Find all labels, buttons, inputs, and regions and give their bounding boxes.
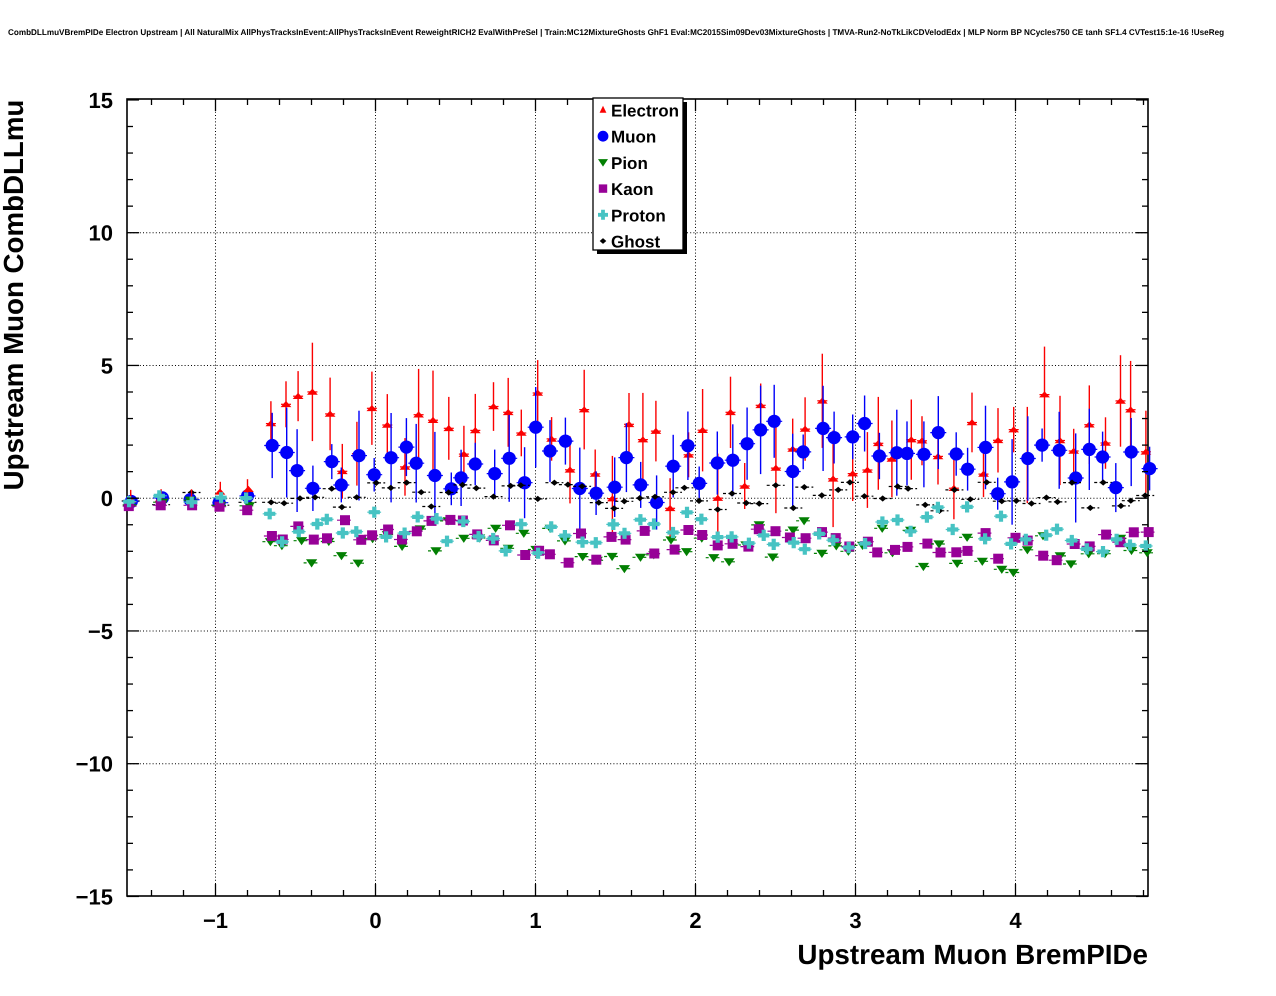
svg-text:1: 1 <box>529 908 541 933</box>
svg-text:−1: −1 <box>203 908 228 933</box>
svg-text:Proton: Proton <box>611 206 666 225</box>
svg-text:0: 0 <box>369 908 381 933</box>
svg-text:Electron: Electron <box>611 102 679 121</box>
svg-text:Muon: Muon <box>611 128 656 147</box>
svg-text:−5: −5 <box>88 619 113 644</box>
svg-text:0: 0 <box>101 486 113 511</box>
svg-text:Upstream Muon CombDLLmu: Upstream Muon CombDLLmu <box>0 100 29 491</box>
svg-text:3: 3 <box>849 908 861 933</box>
svg-text:4: 4 <box>1009 908 1022 933</box>
svg-text:10: 10 <box>89 221 113 246</box>
svg-text:15: 15 <box>89 88 113 113</box>
svg-text:Ghost: Ghost <box>611 233 660 252</box>
svg-text:Kaon: Kaon <box>611 180 654 199</box>
svg-text:−15: −15 <box>76 884 113 909</box>
svg-text:Upstream Muon BremPIDe: Upstream Muon BremPIDe <box>797 939 1148 970</box>
svg-text:5: 5 <box>101 353 113 378</box>
svg-text:−10: −10 <box>76 752 113 777</box>
svg-text:Pion: Pion <box>611 154 648 173</box>
svg-text:2: 2 <box>689 908 701 933</box>
